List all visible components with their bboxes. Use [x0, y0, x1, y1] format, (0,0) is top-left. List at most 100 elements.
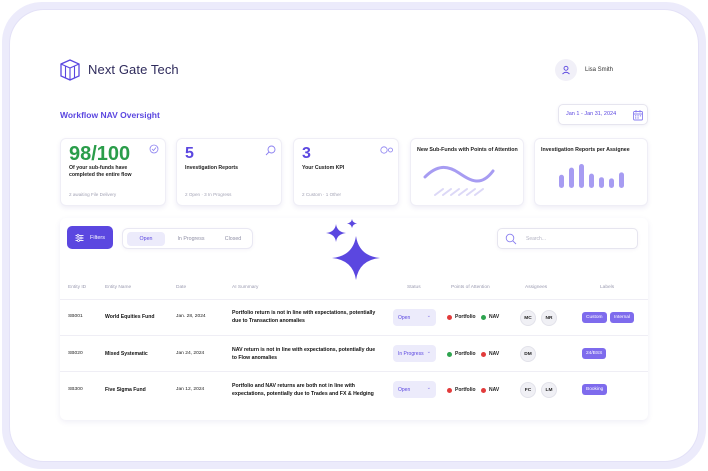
- entity-id: SB001: [68, 314, 83, 319]
- table-row[interactable]: [60, 299, 648, 335]
- app-name: Next Gate Tech: [88, 62, 179, 77]
- entity-name: Five Sigma Fund: [105, 387, 146, 393]
- ai-summary: Portfolio return is not in line with exp…: [232, 310, 376, 324]
- col-header-assignees[interactable]: Assignees: [525, 285, 548, 290]
- assignee-avatar[interactable]: NR: [541, 310, 557, 326]
- kpi-footer: 2 awaiting File Delivery: [69, 192, 117, 197]
- kpi-subtitle: Investigation Reports: [185, 165, 239, 171]
- label-chip[interactable]: Custom: [582, 312, 607, 323]
- poa-nav: NAV: [481, 314, 499, 320]
- app-window: Next Gate Tech Lisa Smith Workflow NAV O…: [10, 10, 698, 461]
- status-dot: [481, 351, 486, 357]
- search-placeholder: Search...: [526, 236, 547, 242]
- poa-nav: NAV: [481, 387, 499, 393]
- poa-portfolio: Portfolio: [447, 387, 476, 393]
- user-icon: [562, 65, 570, 75]
- table-row[interactable]: [60, 371, 648, 407]
- entity-id: SB300: [68, 387, 83, 392]
- status-dot: [447, 314, 452, 320]
- assignee-avatar[interactable]: FC: [520, 382, 536, 398]
- status-dropdown[interactable]: In Progress ⌄: [393, 345, 436, 362]
- status-value: In Progress: [398, 350, 424, 357]
- poa-portfolio: Portfolio: [447, 314, 476, 320]
- check-circle-icon: [149, 144, 159, 154]
- ai-summary: Portfolio and NAV returns are both not i…: [232, 383, 374, 397]
- entity-name: Mixed Systematic: [105, 351, 148, 357]
- poa-label: NAV: [489, 351, 500, 357]
- ai-summary: NAV return is not in line with expectati…: [232, 347, 376, 361]
- kpi-footer: 2 Open · 3 In Progress: [185, 192, 232, 197]
- col-header-ai-summary[interactable]: AI Summary: [232, 285, 259, 290]
- assignee-bar: [569, 167, 574, 188]
- entity-id: SB020: [68, 351, 83, 356]
- kpi-card-new-subfunds[interactable]: New Sub-Funds with Points of Attention: [410, 138, 524, 206]
- assignee-bar: [609, 178, 614, 188]
- col-header-status[interactable]: Status: [407, 285, 421, 290]
- assignee-bar: [559, 174, 564, 188]
- kpi-subtitle: Your Custom KPI: [302, 165, 345, 171]
- filters-button[interactable]: Filters: [67, 226, 113, 249]
- poa-label: Portfolio: [455, 387, 476, 393]
- page-title: Workflow NAV Oversight: [60, 110, 160, 120]
- tab-open[interactable]: Open: [127, 232, 165, 246]
- col-header-entity-id[interactable]: Entity ID: [68, 285, 87, 290]
- date-range-text: Jan 1 - Jan 31, 2024: [566, 111, 617, 117]
- kpi-title: Investigation Reports per Assignee: [541, 147, 630, 153]
- label-chip[interactable]: Internal: [610, 312, 634, 323]
- tab-closed[interactable]: Closed: [224, 236, 242, 242]
- filters-label: Filters: [90, 234, 105, 241]
- kpi-footer: 2 Custom · 1 Other: [302, 192, 342, 197]
- logo-icon: [60, 59, 80, 81]
- label-chip[interactable]: Booking: [582, 384, 608, 395]
- status-dropdown[interactable]: Open ⌄: [393, 309, 436, 326]
- poa-label: Portfolio: [455, 351, 476, 357]
- search-icon: [505, 233, 517, 245]
- tab-in-progress[interactable]: In Progress: [177, 236, 205, 242]
- assignee-avatar[interactable]: MC: [520, 310, 536, 326]
- status-dot: [447, 387, 452, 393]
- poa-portfolio: Portfolio: [447, 351, 476, 357]
- wave-chart: [423, 166, 495, 196]
- user-name[interactable]: Lisa Smith: [585, 67, 614, 73]
- kpi-title: New Sub-Funds with Points of Attention: [417, 147, 518, 153]
- assignee-bar: [589, 173, 594, 188]
- entity-name: World Equities Fund: [105, 314, 155, 320]
- entity-date: Jan 12, 2024: [176, 387, 205, 392]
- col-header-points-of-attention[interactable]: Points of Attention: [451, 285, 490, 290]
- kpi-value: 98/100: [69, 143, 131, 165]
- status-dot: [447, 351, 452, 357]
- poa-label: Portfolio: [455, 314, 476, 320]
- label-chip[interactable]: 24/BSS: [582, 348, 607, 359]
- search-box[interactable]: Search...: [497, 228, 638, 249]
- kpi-value: 5: [185, 145, 194, 162]
- date-range-picker[interactable]: Jan 1 - Jan 31, 2024: [558, 104, 648, 125]
- kpi-card-custom[interactable]: 3 Your Custom KPI 2 Custom · 1 Other: [293, 138, 399, 206]
- poa-label: NAV: [489, 387, 500, 393]
- col-header-labels[interactable]: Labels: [600, 285, 615, 290]
- assignee-avatar[interactable]: LM: [541, 382, 557, 398]
- status-value: Open: [398, 314, 411, 321]
- chevron-down-icon: ⌄: [426, 349, 431, 355]
- search-icon: [265, 145, 276, 156]
- assignee-bar: [619, 172, 624, 188]
- mini-bar-chart: [559, 164, 624, 188]
- col-header-date[interactable]: Date: [176, 285, 187, 290]
- col-header-entity-name[interactable]: Entity Name: [105, 285, 132, 290]
- assignee-avatar[interactable]: DM: [520, 346, 536, 362]
- status-dot: [481, 314, 486, 320]
- status-value: Open: [398, 386, 411, 393]
- user-avatar[interactable]: [555, 59, 577, 81]
- kpi-value: 3: [302, 145, 311, 162]
- status-dropdown[interactable]: Open ⌄: [393, 381, 436, 398]
- status-dot: [481, 387, 486, 393]
- kpi-card-investigations[interactable]: 5 Investigation Reports 2 Open · 3 In Pr…: [176, 138, 282, 206]
- poa-nav: NAV: [481, 351, 499, 357]
- calendar-icon: [633, 110, 643, 121]
- entity-date: Jan 24, 2024: [176, 351, 205, 356]
- status-tabs: Open In Progress Closed: [122, 228, 253, 249]
- chevron-down-icon: ⌄: [426, 313, 431, 319]
- kpi-card-completion[interactable]: 98/100 Of your sub-funds have completed …: [60, 138, 166, 206]
- assignee-bar: [599, 177, 604, 188]
- table-row[interactable]: [60, 335, 648, 371]
- kpi-card-reports-per-assignee[interactable]: Investigation Reports per Assignee: [534, 138, 648, 206]
